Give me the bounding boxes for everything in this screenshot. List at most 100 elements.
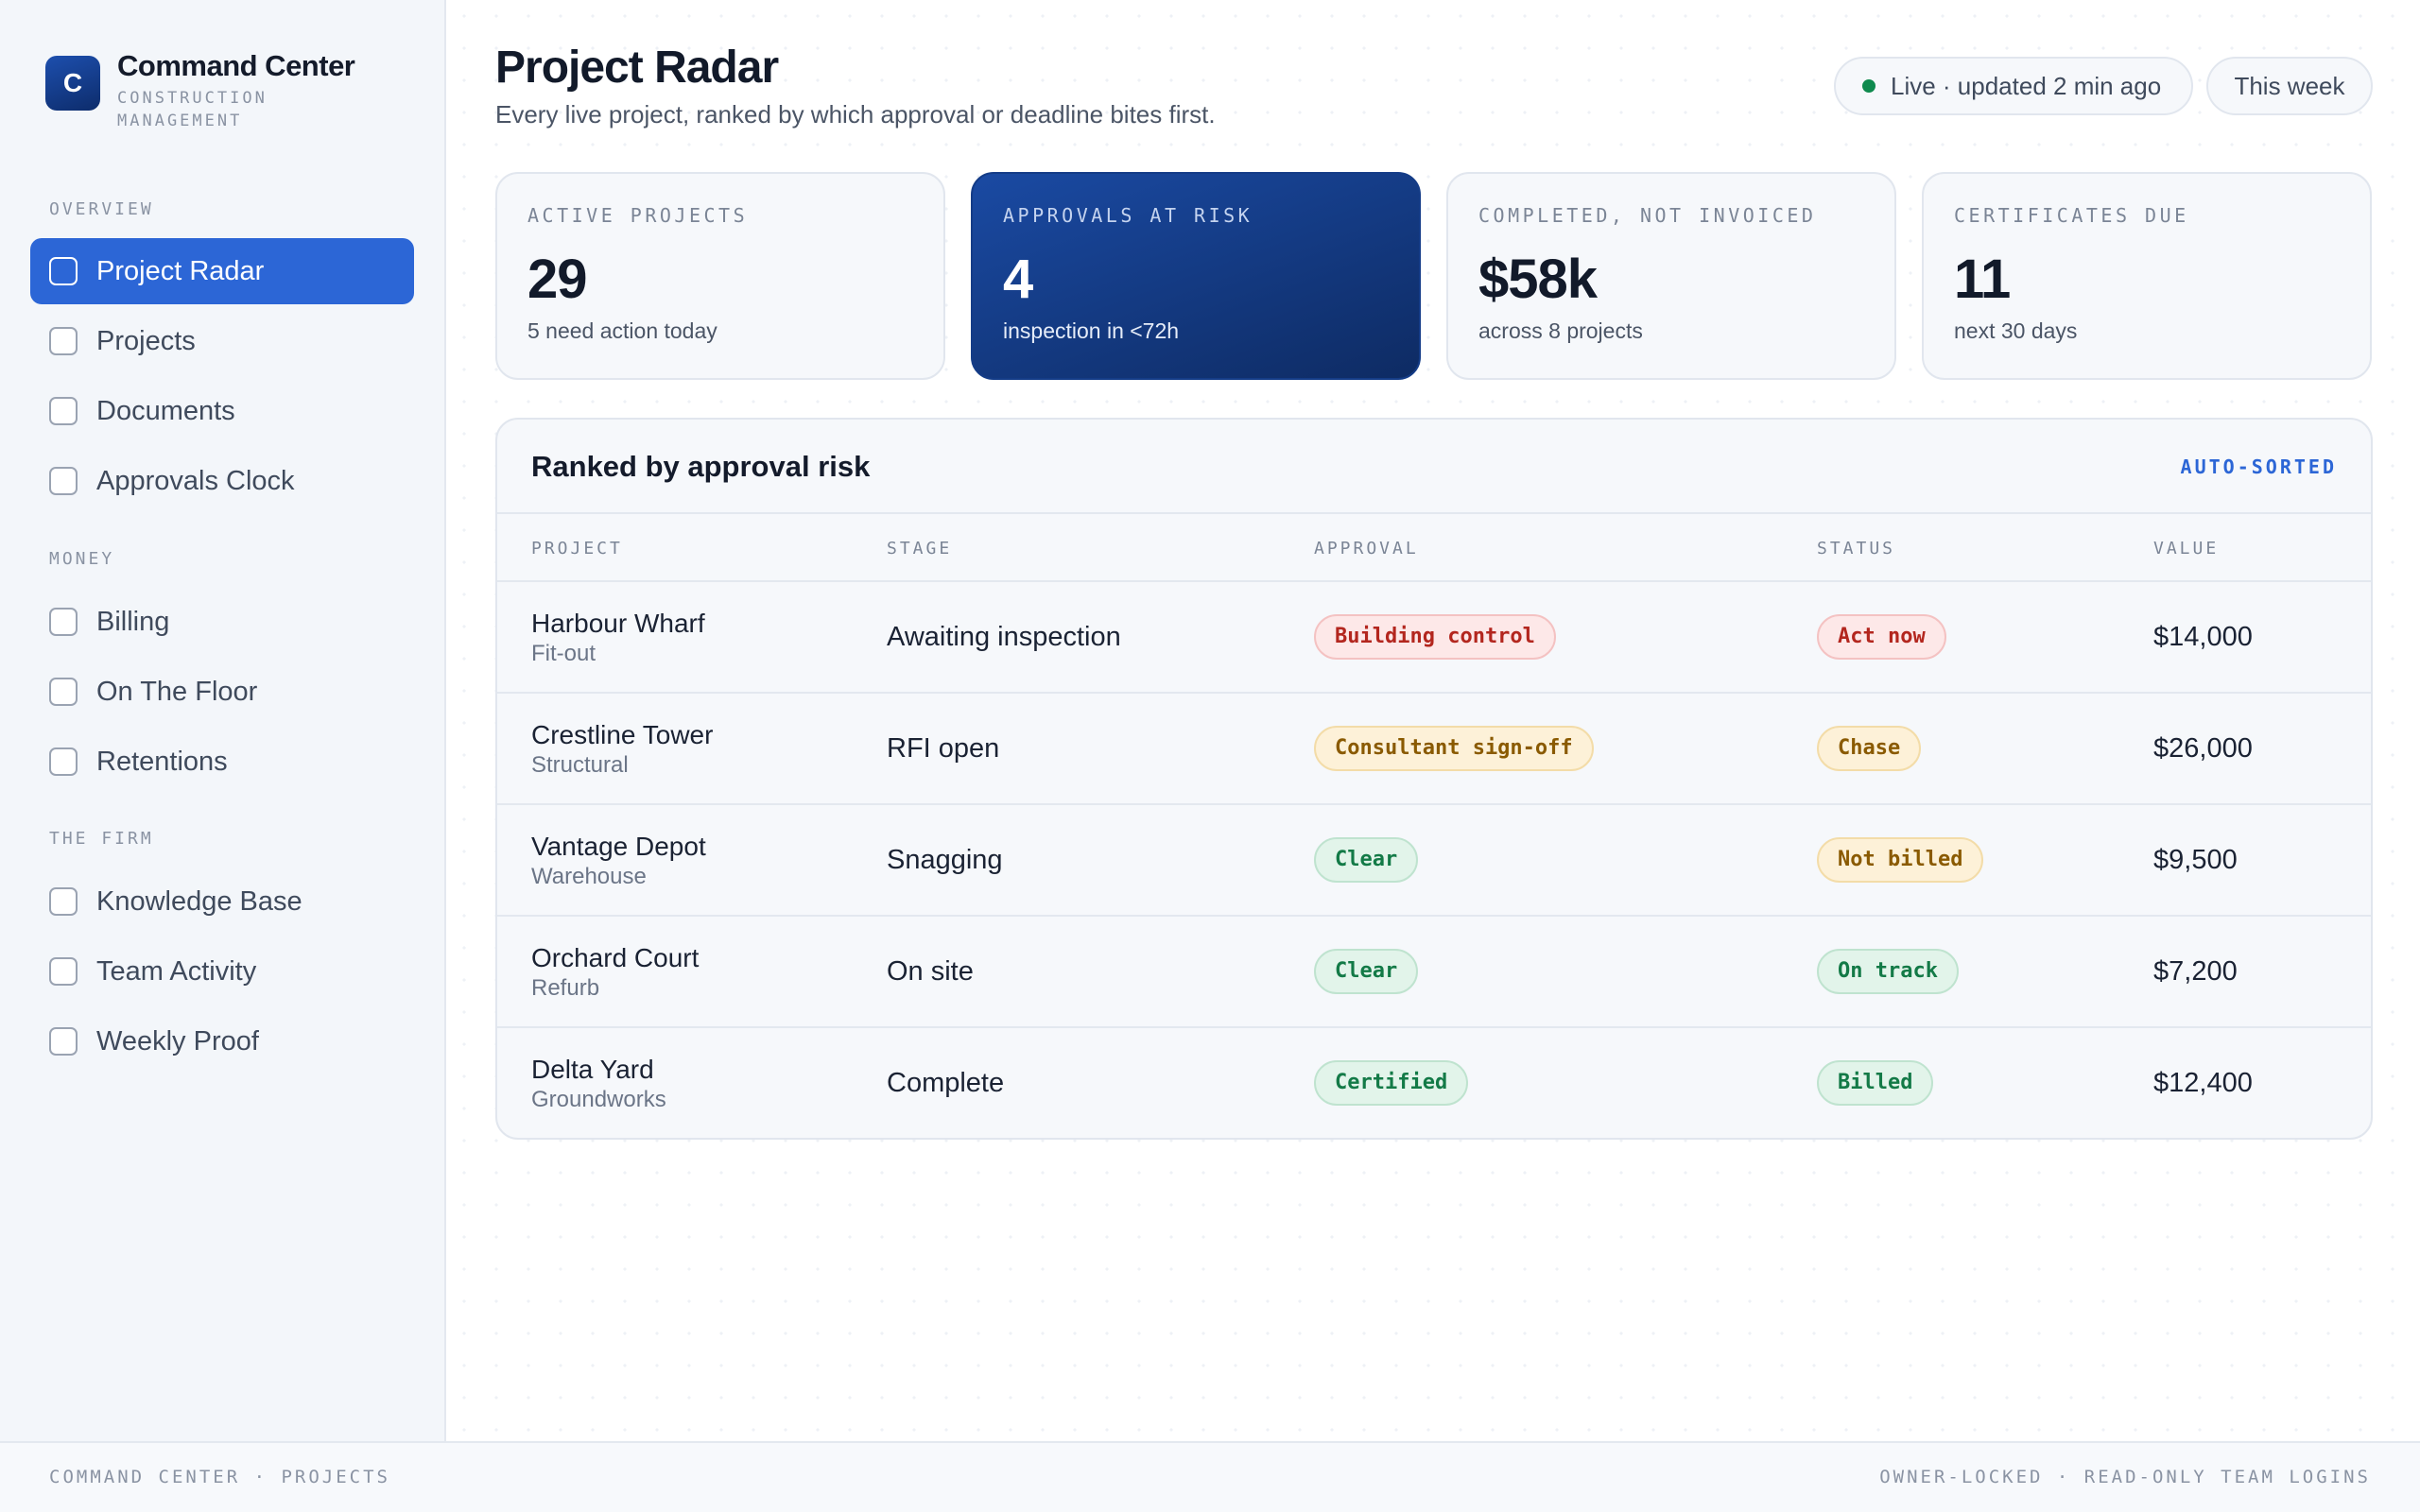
project-stage: RFI open xyxy=(887,733,1000,764)
project-stage: Snagging xyxy=(887,845,1003,875)
footer: COMMAND CENTER · PROJECTS OWNER-LOCKED ·… xyxy=(0,1441,2420,1512)
nav-section-money: MONEY xyxy=(49,549,115,569)
sidebar-item-label: Retentions xyxy=(96,746,228,777)
project-name: Crestline Tower xyxy=(531,720,714,749)
checkbox-icon xyxy=(49,467,78,495)
project-value: $12,400 xyxy=(2153,1068,2253,1098)
kpi-label: COMPLETED, NOT INVOICED xyxy=(1478,204,1817,227)
project-type: Structural xyxy=(531,752,629,778)
page-title: Project Radar xyxy=(495,43,779,93)
brand[interactable]: C Command Center CONSTRUCTION MANAGEMENT xyxy=(45,49,355,132)
kpi-active-projects[interactable]: ACTIVE PROJECTS 29 5 need action today xyxy=(495,172,945,380)
sidebar-item-on-the-floor[interactable]: On The Floor xyxy=(30,659,414,725)
checkbox-icon xyxy=(49,327,78,355)
column-header-stage[interactable]: STAGE xyxy=(887,539,953,558)
sidebar-item-billing[interactable]: Billing xyxy=(30,589,414,655)
brand-logo: C xyxy=(45,56,100,111)
sidebar-item-project-radar[interactable]: Project Radar xyxy=(30,238,414,304)
kpi-note: 5 need action today xyxy=(527,318,717,343)
status-badge: Act now xyxy=(1817,614,1946,660)
kpi-label: ACTIVE PROJECTS xyxy=(527,204,749,227)
kpi-value: 11 xyxy=(1954,249,2011,310)
panel-header: Ranked by approval risk AUTO-SORTED xyxy=(497,420,2371,514)
nav-section-the-firm: THE FIRM xyxy=(49,829,154,849)
kpi-approvals-at-risk[interactable]: APPROVALS AT RISK 4 inspection in <72h xyxy=(971,172,1421,380)
project-type: Warehouse xyxy=(531,864,647,889)
checkbox-icon xyxy=(49,397,78,425)
project-stage: On site xyxy=(887,956,974,987)
sidebar-item-label: Knowledge Base xyxy=(96,885,302,917)
table-row[interactable]: Vantage Depot Warehouse Snagging Clear N… xyxy=(497,805,2371,917)
project-type: Fit-out xyxy=(531,641,596,666)
approval-badge: Clear xyxy=(1314,949,1419,994)
risk-table-panel: Ranked by approval risk AUTO-SORTED PROJ… xyxy=(495,418,2373,1140)
approval-badge: Consultant sign-off xyxy=(1314,726,1594,771)
kpi-completed-not-invoiced[interactable]: COMPLETED, NOT INVOICED $58k across 8 pr… xyxy=(1446,172,1896,380)
kpi-note: next 30 days xyxy=(1954,318,2078,343)
kpi-certificates-due[interactable]: CERTIFICATES DUE 11 next 30 days xyxy=(1922,172,2372,380)
approval-badge: Clear xyxy=(1314,837,1419,883)
status-badge: Not billed xyxy=(1817,837,1984,883)
project-stage: Awaiting inspection xyxy=(887,622,1121,652)
main-content: Project Radar Every live project, ranked… xyxy=(448,0,2420,1441)
sidebar-item-label: Project Radar xyxy=(96,255,265,286)
table-row[interactable]: Delta Yard Groundworks Complete Certifie… xyxy=(497,1028,2371,1138)
sidebar-item-projects[interactable]: Projects xyxy=(30,308,414,374)
footer-right-text: OWNER-LOCKED · READ-ONLY TEAM LOGINS xyxy=(1879,1467,2371,1487)
sidebar-item-team-activity[interactable]: Team Activity xyxy=(30,938,414,1005)
sidebar-item-label: Team Activity xyxy=(96,955,257,987)
live-dot-icon xyxy=(1862,79,1876,93)
project-type: Groundworks xyxy=(531,1087,666,1112)
sidebar-item-knowledge-base[interactable]: Knowledge Base xyxy=(30,868,414,935)
project-value: $9,500 xyxy=(2153,845,2238,875)
project-value: $7,200 xyxy=(2153,956,2238,987)
footer-left-text: COMMAND CENTER · PROJECTS xyxy=(49,1467,390,1487)
kpi-value: $58k xyxy=(1478,249,1598,310)
brand-subtitle: CONSTRUCTION MANAGEMENT xyxy=(117,89,268,130)
project-value: $26,000 xyxy=(2153,733,2253,764)
sidebar-item-retentions[interactable]: Retentions xyxy=(30,729,414,795)
status-badge: On track xyxy=(1817,949,1959,994)
page-subtitle: Every live project, ranked by which appr… xyxy=(495,100,1216,129)
brand-title: Command Center xyxy=(117,49,355,82)
sidebar-item-label: On The Floor xyxy=(96,676,258,707)
column-header-status[interactable]: STATUS xyxy=(1817,539,1896,558)
kpi-value: 29 xyxy=(527,249,588,310)
sidebar: C Command Center CONSTRUCTION MANAGEMENT… xyxy=(0,0,446,1441)
checkbox-icon xyxy=(49,678,78,706)
nav-section-overview: OVERVIEW xyxy=(49,199,154,219)
checkbox-icon xyxy=(49,747,78,776)
panel-title: Ranked by approval risk xyxy=(531,450,871,483)
status-badge: Chase xyxy=(1817,726,1922,771)
table-row[interactable]: Crestline Tower Structural RFI open Cons… xyxy=(497,694,2371,805)
sidebar-item-documents[interactable]: Documents xyxy=(30,378,414,444)
column-header-value[interactable]: VALUE xyxy=(2153,539,2220,558)
period-selector[interactable]: This week xyxy=(2206,57,2373,115)
sidebar-item-label: Approvals Clock xyxy=(96,465,295,496)
project-name: Harbour Wharf xyxy=(531,609,705,638)
checkbox-icon xyxy=(49,257,78,285)
approval-badge: Building control xyxy=(1314,614,1556,660)
sidebar-item-approvals-clock[interactable]: Approvals Clock xyxy=(30,448,414,514)
column-header-approval[interactable]: APPROVAL xyxy=(1314,539,1419,558)
project-stage: Complete xyxy=(887,1068,1005,1098)
approval-badge: Certified xyxy=(1314,1060,1469,1106)
column-header-project[interactable]: PROJECT xyxy=(531,539,623,558)
table-row[interactable]: Harbour Wharf Fit-out Awaiting inspectio… xyxy=(497,582,2371,694)
project-value: $14,000 xyxy=(2153,622,2253,652)
kpi-note: across 8 projects xyxy=(1478,318,1643,343)
kpi-label: CERTIFICATES DUE xyxy=(1954,204,2189,227)
live-status-pill[interactable]: Live · updated 2 min ago xyxy=(1834,57,2193,115)
project-type: Refurb xyxy=(531,975,600,1001)
auto-sorted-tag: AUTO-SORTED xyxy=(2180,455,2337,478)
sidebar-item-label: Documents xyxy=(96,395,235,426)
table-row[interactable]: Orchard Court Refurb On site Clear On tr… xyxy=(497,917,2371,1028)
sidebar-item-label: Billing xyxy=(96,606,170,637)
project-name: Vantage Depot xyxy=(531,832,706,861)
table-header: PROJECT STAGE APPROVAL STATUS VALUE xyxy=(497,514,2371,582)
checkbox-icon xyxy=(49,1027,78,1056)
sidebar-item-weekly-proof[interactable]: Weekly Proof xyxy=(30,1008,414,1074)
sidebar-item-label: Projects xyxy=(96,325,196,356)
live-status-text: Live · updated 2 min ago xyxy=(1891,71,2162,100)
project-name: Delta Yard xyxy=(531,1055,654,1084)
